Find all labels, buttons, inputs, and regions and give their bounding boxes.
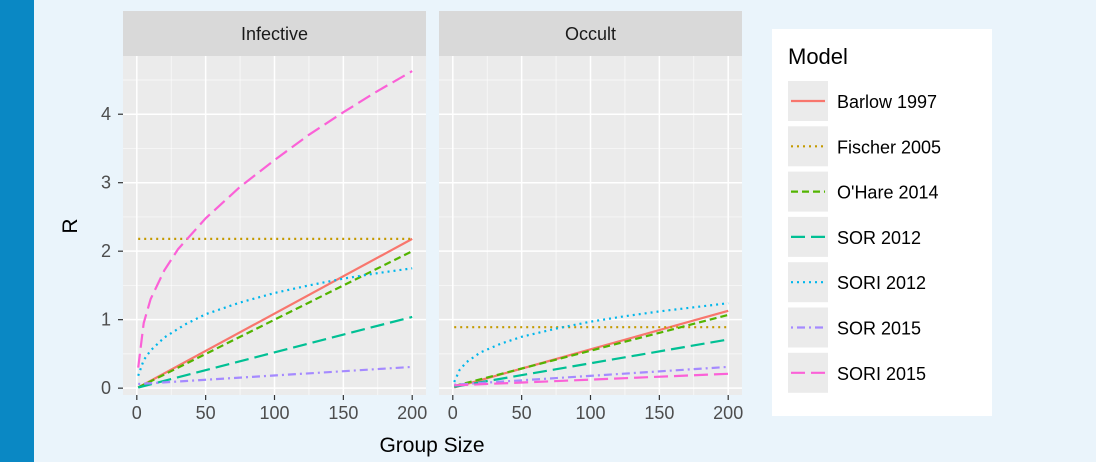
- series-line-o-hare-2014: [453, 313, 729, 388]
- panel-infective: Infective: [123, 11, 426, 395]
- series-line-sor-2015: [138, 365, 413, 386]
- y-tick-label: 2: [101, 241, 111, 261]
- panel-occult: Occult: [439, 11, 742, 395]
- gridlines-infective: [123, 56, 426, 395]
- legend-label: SORI 2015: [837, 364, 926, 384]
- facet-label-infective: Infective: [241, 24, 308, 44]
- series-lines-occult: [453, 302, 729, 389]
- y-tick-label: 3: [101, 173, 111, 193]
- legend-label: O'Hare 2014: [837, 183, 939, 203]
- legend-label: SOR 2015: [837, 319, 921, 339]
- series-line-o-hare-2014: [137, 250, 413, 389]
- series-line-barlow-1997: [137, 237, 413, 389]
- legend-label: Barlow 1997: [837, 92, 937, 112]
- facet-strip-occult: [439, 11, 742, 56]
- y-tick-label: 1: [101, 310, 111, 330]
- series-line-sor-2012: [454, 338, 729, 388]
- accent-bar: [0, 0, 34, 462]
- legend-label: Fischer 2005: [837, 137, 941, 157]
- y-axis: 0 1 2 3 4: [101, 104, 123, 398]
- x-tick-label: 200: [713, 403, 743, 423]
- y-tick-label: 4: [101, 104, 111, 124]
- series-line-sori-2015: [137, 70, 413, 368]
- x-axis-title: Group Size: [379, 434, 484, 457]
- legend-items: Barlow 1997 Fischer 2005 O'Hare 2014 SOR 20…: [788, 81, 941, 393]
- x-tick-label: 100: [259, 403, 289, 423]
- series-line-sori-2015: [454, 372, 729, 387]
- y-tick-label: 0: [101, 378, 111, 398]
- series-lines-infective: [137, 70, 413, 389]
- y-axis-title: R: [59, 218, 82, 233]
- x-tick-label: 200: [397, 403, 427, 423]
- x-tick-label: 150: [644, 403, 674, 423]
- series-line-sor-2015: [454, 365, 729, 386]
- x-axis-infective: 0 50 100 150 200: [132, 395, 427, 423]
- legend: Model Barlow 1997 Fischer 2005 O'Hare 2014…: [772, 29, 992, 416]
- x-tick-label: 100: [575, 403, 605, 423]
- legend-title: Model: [788, 44, 848, 69]
- x-axis-occult: 0 50 100 150 200: [448, 395, 743, 423]
- x-tick-label: 50: [196, 403, 216, 423]
- series-line-sori-2012: [453, 302, 729, 383]
- gridlines-occult: [439, 56, 742, 395]
- legend-label: SOR 2012: [837, 228, 921, 248]
- x-tick-label: 150: [328, 403, 358, 423]
- x-tick-label: 0: [132, 403, 142, 423]
- facet-strip-infective: [123, 11, 426, 56]
- series-line-sor-2012: [137, 315, 413, 389]
- x-tick-label: 50: [512, 403, 532, 423]
- x-tick-label: 0: [448, 403, 458, 423]
- facet-label-occult: Occult: [565, 24, 616, 44]
- legend-label: SORI 2012: [837, 273, 926, 293]
